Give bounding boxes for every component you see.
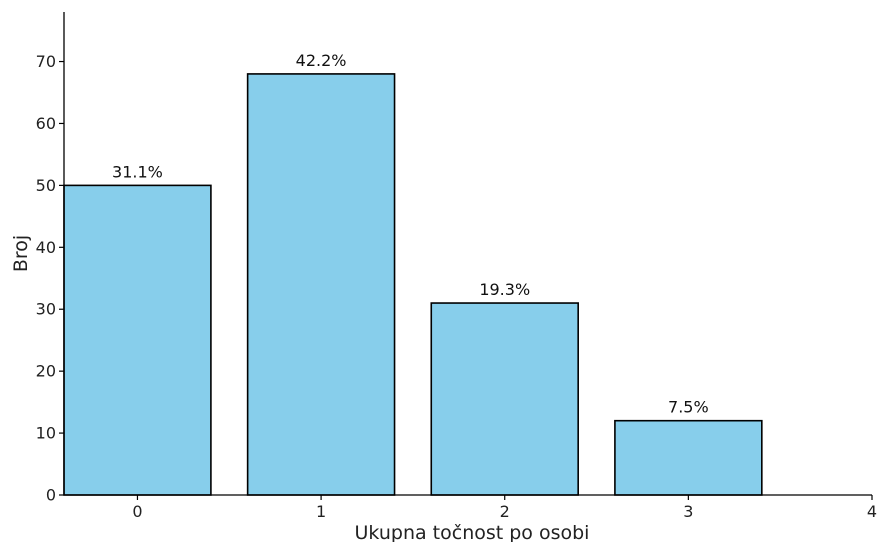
bar-3 (614, 419, 763, 496)
data-label-1: 42.2% (296, 51, 347, 70)
data-label-3: 7.5% (668, 398, 709, 417)
y-tick-label: 10 (36, 424, 56, 443)
x-tick-label: 1 (316, 502, 326, 521)
y-axis-title: Broj (10, 235, 32, 272)
y-tick-label: 60 (36, 114, 56, 133)
x-axis-title: Ukupna točnost po osobi (355, 522, 590, 542)
x-tick-label: 4 (867, 502, 877, 521)
bar-1 (246, 73, 396, 496)
x-tick-label: 2 (500, 502, 510, 521)
bar-2 (430, 302, 579, 496)
y-tick-label: 30 (36, 300, 56, 319)
y-tick-label: 50 (36, 176, 56, 195)
y-tick-label: 0 (46, 486, 56, 505)
y-axis: 0 10 20 30 40 50 60 70 (36, 12, 65, 505)
x-axis: 0 1 2 3 4 (64, 494, 877, 521)
bar-0 (63, 184, 212, 496)
y-tick-label: 70 (36, 52, 56, 71)
data-label-0: 31.1% (112, 162, 163, 181)
data-labels-group: 31.1% 42.2% 19.3% 7.5% (112, 51, 709, 417)
x-tick-label: 3 (683, 502, 693, 521)
x-tick-label: 0 (132, 502, 142, 521)
data-label-2: 19.3% (479, 280, 530, 299)
bars-group (63, 73, 763, 496)
y-tick-label: 20 (36, 362, 56, 381)
y-tick-label: 40 (36, 238, 56, 257)
